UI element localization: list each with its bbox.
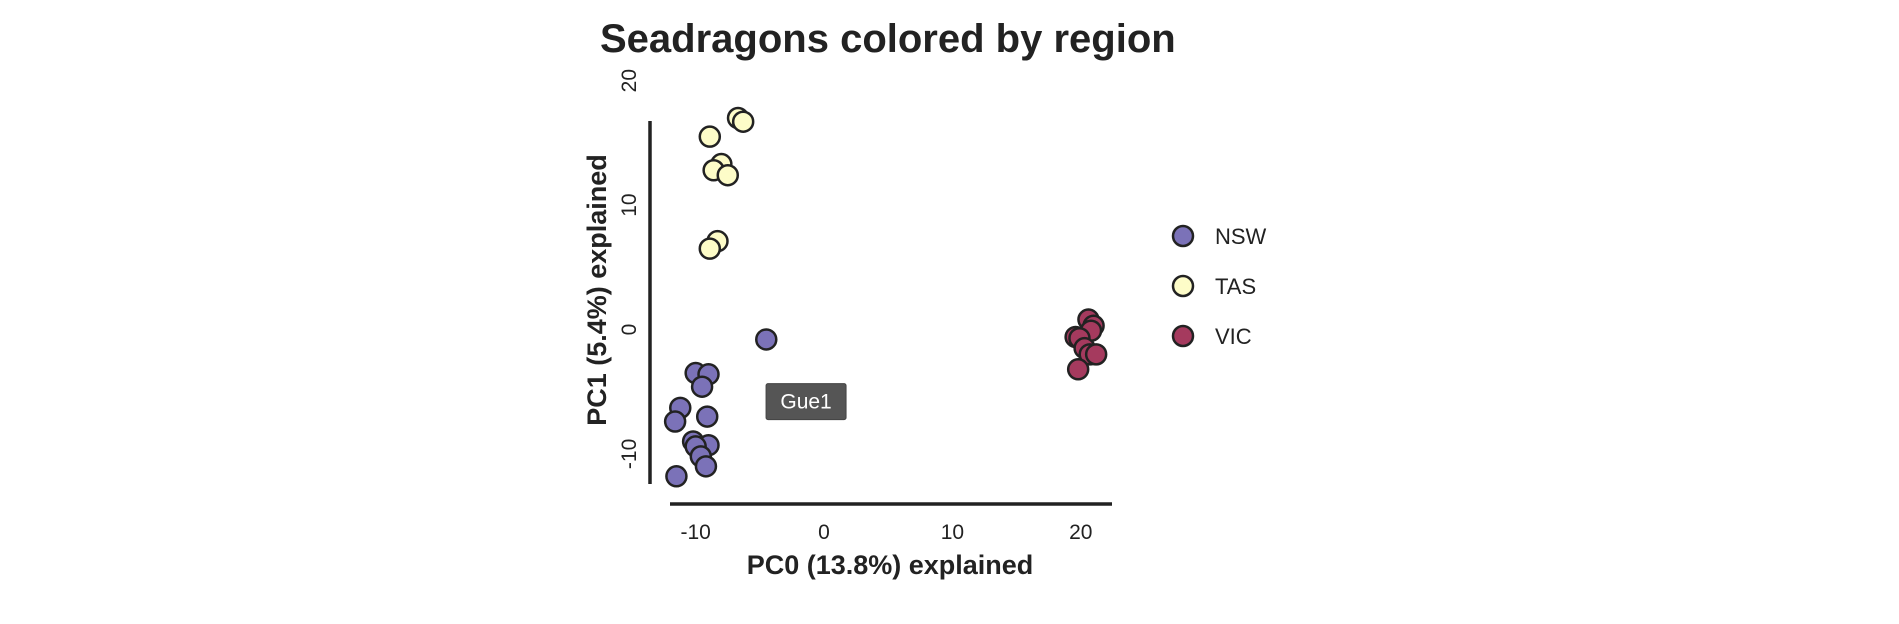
data-point-nsw[interactable] [665, 465, 688, 488]
data-point-vic[interactable] [1066, 358, 1090, 381]
y-axis-label: PC1 (5.4%) explained [582, 154, 612, 426]
y-tick-labels: -10 0 10 20 [618, 69, 641, 469]
data-point-tas[interactable] [716, 163, 740, 187]
tooltip: Gue1 [765, 383, 847, 421]
data-point-nsw[interactable] [694, 455, 718, 478]
legend-item-tas[interactable]: TAS [1171, 274, 1256, 299]
data-point-tas[interactable] [731, 110, 755, 133]
legend-item-vic[interactable]: VIC [1171, 324, 1252, 349]
data-point-vic[interactable] [1084, 343, 1108, 366]
legend: NSW TAS VIC [1171, 224, 1267, 349]
x-tick-label: -10 [680, 521, 710, 544]
legend-label: TAS [1215, 274, 1256, 299]
x-axis-label: PC0 (13.8%) explained [747, 550, 1034, 580]
legend-marker [1171, 274, 1195, 298]
y-tick-label: 20 [618, 69, 641, 92]
legend-label: NSW [1215, 224, 1267, 249]
data-points [663, 106, 1108, 488]
x-tick-labels: -10 0 10 20 [680, 521, 1092, 544]
data-point-nsw[interactable] [690, 375, 714, 398]
legend-label: VIC [1215, 324, 1252, 349]
data-point-tas[interactable] [698, 237, 722, 260]
x-tick-label: 10 [941, 521, 964, 544]
legend-marker [1171, 224, 1195, 248]
data-point-tas[interactable] [698, 125, 722, 148]
chart-title: Seadragons colored by region [600, 17, 1176, 61]
tooltip-text: Gue1 [780, 391, 831, 414]
tooltip-box [765, 383, 847, 421]
y-tick-label: 10 [618, 193, 641, 216]
y-tick-label: 0 [618, 324, 641, 336]
axes [648, 121, 1112, 506]
x-tick-label: 0 [818, 521, 830, 544]
legend-marker [1171, 324, 1195, 348]
data-point-nsw[interactable] [663, 410, 687, 433]
data-point-nsw[interactable] [755, 328, 778, 351]
annotations: Gue1 [765, 383, 847, 421]
x-tick-label: 20 [1069, 521, 1092, 544]
data-point-nsw[interactable] [695, 405, 719, 428]
legend-item-nsw[interactable]: NSW [1171, 224, 1267, 249]
y-tick-label: -10 [618, 439, 641, 469]
